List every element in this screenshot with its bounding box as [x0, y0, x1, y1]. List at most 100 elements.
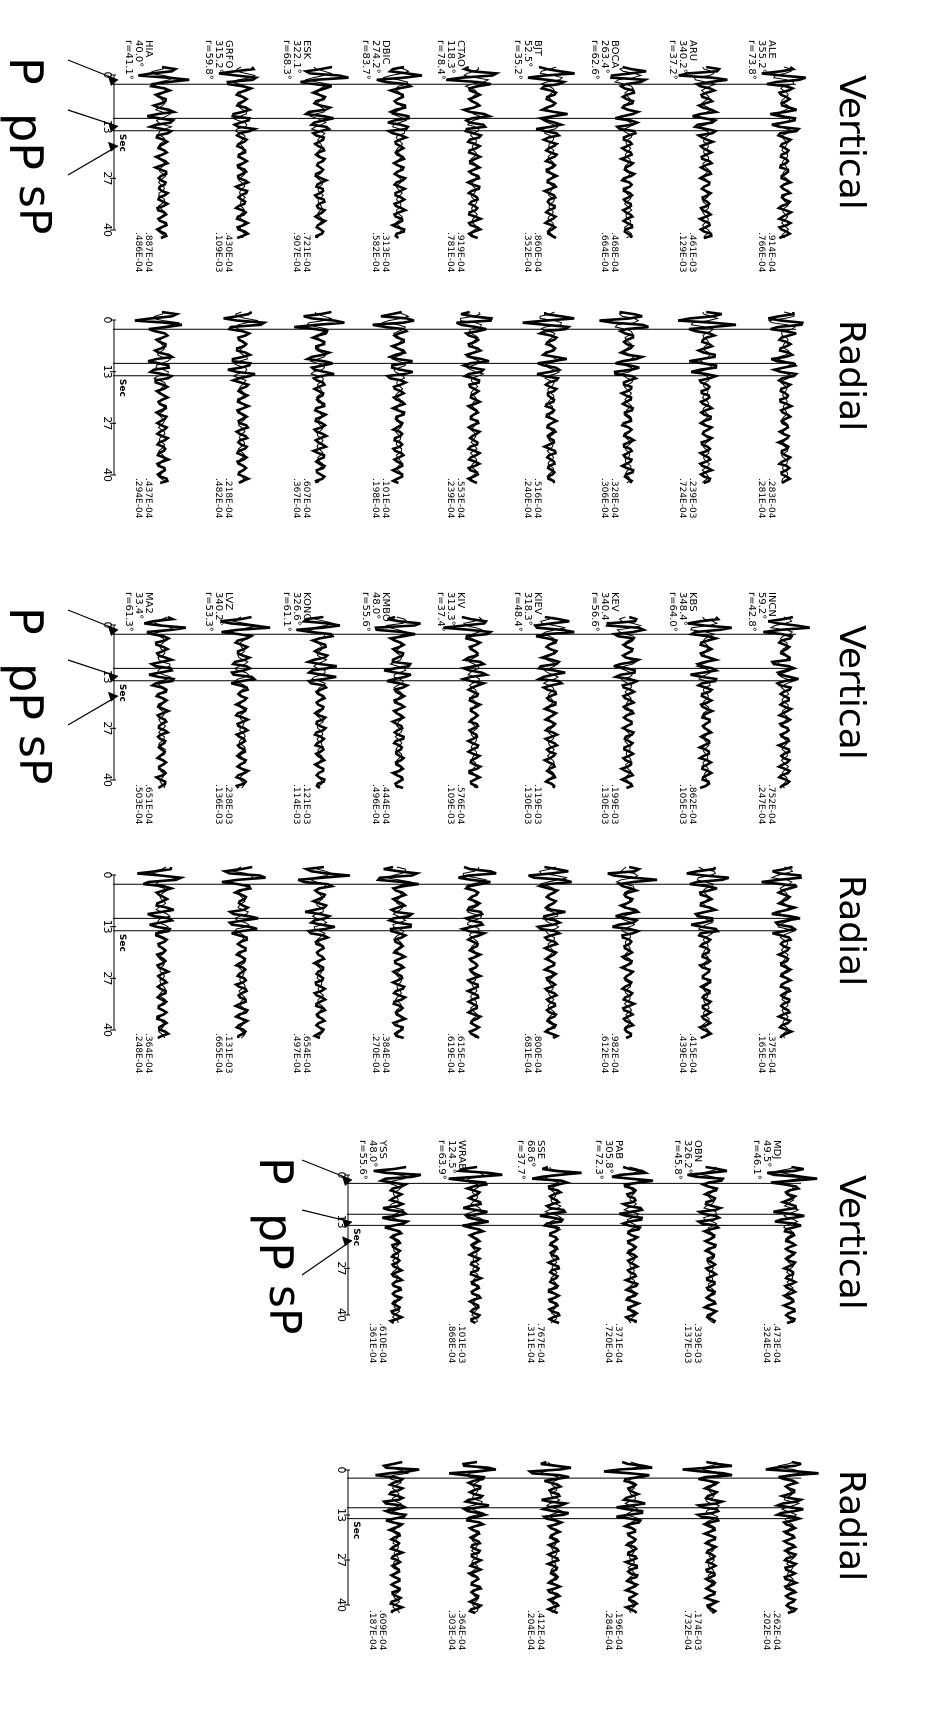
amplitude-radial-1: .412E-04 — [535, 1610, 545, 1651]
station-dist: r=63.9° — [436, 1140, 447, 1180]
amplitude-vertical-2: .137E-03 — [682, 1323, 692, 1363]
amplitude-radial-1: .283E-04 — [766, 478, 776, 519]
station-name: PAB — [613, 1140, 624, 1159]
amplitude-vertical-1: .919E-04 — [455, 232, 465, 273]
amplitude-vertical-1: .121E-03 — [301, 784, 311, 824]
observed-trace — [294, 310, 345, 484]
station-az: 326.2° — [682, 1140, 693, 1174]
observed-trace — [223, 310, 269, 485]
amplitude-vertical-2: .130E-03 — [599, 784, 609, 824]
amplitude-radial-2: .187E-04 — [367, 1610, 377, 1651]
amplitude-vertical-1: .371E-04 — [613, 1323, 623, 1364]
station-dist: r=78.4° — [435, 40, 446, 80]
amplitude-radial-1: .364E-04 — [143, 1033, 153, 1074]
phase-label-sP: sP — [9, 185, 60, 234]
observed-trace — [611, 1165, 654, 1324]
phase-arrow-1 — [301, 1159, 353, 1181]
station-az: 315.2° — [213, 40, 224, 74]
phase-label-pP: pP — [0, 113, 53, 170]
station-az: 52.5° — [522, 40, 533, 67]
observed-trace — [677, 310, 737, 485]
observed-trace — [599, 310, 649, 484]
station-name: INCN — [766, 592, 777, 617]
observed-trace — [137, 866, 187, 1040]
amplitude-vertical-2: .247E-04 — [756, 784, 766, 825]
station-dist: r=37.4° — [435, 592, 446, 632]
station-name: KBS — [687, 592, 698, 612]
phase-label-pP: pP — [0, 663, 53, 720]
station-dist: r=64.0° — [667, 592, 678, 632]
station-dist: r=35.2° — [512, 40, 523, 80]
time-tick-0: 0 — [335, 1172, 348, 1179]
phase-label-P: P — [0, 607, 53, 635]
panel-title-vertical: Vertical — [831, 1175, 872, 1310]
panel-title-radial: Radial — [831, 320, 872, 431]
observed-trace — [766, 1165, 818, 1325]
station-name: ARU — [687, 40, 698, 61]
observed-trace — [373, 1165, 422, 1325]
amplitude-radial-1: .239E-03 — [687, 478, 697, 518]
time-tick-40: 40 — [101, 773, 114, 787]
observed-trace — [607, 865, 658, 1040]
observed-trace — [682, 1460, 733, 1615]
panel-title-vertical: Vertical — [831, 625, 872, 760]
arrow-head — [108, 122, 118, 133]
amplitude-vertical-2: .114E-03 — [291, 784, 301, 824]
station-name: MDJ — [771, 1140, 782, 1159]
synthetic-trace — [462, 66, 490, 239]
amplitude-radial-2: .303E-04 — [446, 1610, 456, 1651]
amplitude-radial-1: .654E-04 — [301, 1033, 311, 1074]
arrow-head — [342, 1176, 352, 1186]
station-dist: r=53.3° — [203, 592, 214, 632]
station-az: 318.3° — [522, 592, 533, 626]
station-dist: r=37.7° — [515, 1140, 526, 1180]
station-name: WRAB — [456, 1140, 467, 1170]
station-name: BJT — [532, 40, 543, 57]
station-dist: r=37.2° — [667, 40, 678, 80]
amplitude-vertical-1: .473E-04 — [771, 1323, 781, 1364]
amplitude-vertical-1: .444E-04 — [380, 784, 390, 825]
time-tick-0: 0 — [101, 317, 114, 324]
phase-label-pP: pP — [249, 1213, 303, 1270]
phase-arrow-3 — [67, 695, 119, 726]
station-name: CTAO — [455, 40, 466, 67]
phase-arrow-3 — [301, 1239, 353, 1276]
amplitude-vertical-1: .651E-04 — [143, 784, 153, 825]
observed-trace — [375, 865, 423, 1040]
time-tick-0: 0 — [101, 72, 114, 79]
station-az: 326.6° — [291, 592, 302, 626]
station-name: GRFO — [223, 40, 234, 68]
observed-trace — [372, 310, 415, 485]
time-tick-40: 40 — [101, 223, 114, 237]
amplitude-radial-2: .439E-04 — [677, 1033, 687, 1074]
station-name: KEV — [609, 592, 620, 612]
observed-trace — [218, 66, 260, 240]
amplitude-vertical-1: .468E-04 — [609, 232, 619, 273]
amplitude-radial-2: .270E-04 — [370, 1033, 380, 1074]
station-name: YSS — [377, 1139, 388, 1159]
time-axis-unit: Sec — [117, 684, 127, 702]
amplitude-radial-2: .202E-04 — [761, 1610, 771, 1651]
amplitude-vertical-1: .721E-04 — [301, 232, 311, 273]
amplitude-radial-1: .553E-04 — [455, 478, 465, 519]
amplitude-vertical-2: .720E-04 — [603, 1323, 613, 1364]
amplitude-radial-1: .328E-04 — [609, 478, 619, 519]
station-name: ALE — [766, 40, 777, 59]
amplitude-radial-2: .665E-04 — [213, 1033, 223, 1074]
station-name: LVZ — [223, 592, 234, 610]
arrow-head — [342, 1236, 352, 1247]
amplitude-vertical-2: .766E-04 — [756, 232, 766, 273]
time-tick-27: 27 — [101, 721, 114, 735]
station-az: 322.1° — [291, 40, 302, 74]
station-az: 305.8° — [603, 1140, 614, 1174]
station-name: SSE — [535, 1140, 546, 1159]
